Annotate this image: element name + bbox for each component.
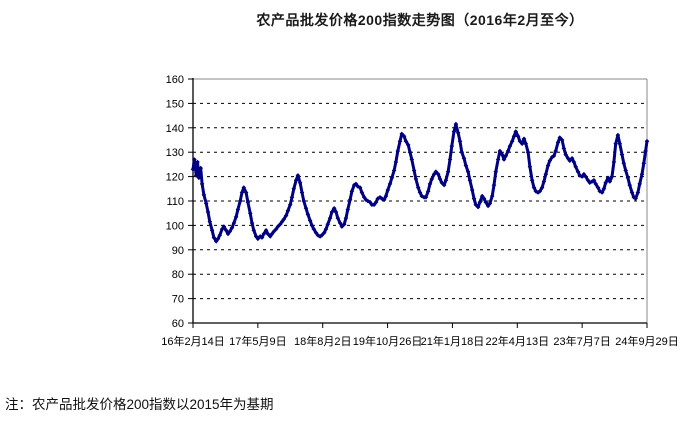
- x-tick-label-7: 24年9月29日: [615, 334, 679, 348]
- chart-title: 农产品批发价格200指数走势图（2016年2月至今）: [256, 12, 584, 28]
- y-tick-label-70: 70: [172, 294, 184, 306]
- y-tick-label-80: 80: [172, 269, 184, 281]
- y-tick-label-120: 120: [166, 172, 184, 184]
- y-tick-label-140: 140: [166, 123, 184, 135]
- y-tick-label-150: 150: [166, 98, 184, 110]
- x-tick-label-4: 21年1月18日: [421, 334, 485, 348]
- x-tick-label-2: 18年8月2日: [294, 334, 351, 348]
- index-line-series: [191, 122, 649, 243]
- x-tick-label-1: 17年5月9日: [229, 334, 286, 348]
- y-tick-label-60: 60: [172, 318, 184, 330]
- y-tick-label-90: 90: [172, 245, 184, 257]
- x-tick-label-6: 23年7月7日: [553, 334, 610, 348]
- y-tick-label-130: 130: [166, 147, 184, 159]
- x-tick-label-5: 22年4月13日: [485, 334, 549, 348]
- y-tick-label-110: 110: [166, 196, 184, 208]
- x-tick-label-3: 19年10月26日: [353, 334, 423, 348]
- x-tick-label-0: 16年2月14日: [161, 334, 225, 348]
- base-period-note: 注：农产品批发价格200指数以2015年为基期: [5, 397, 274, 412]
- y-tick-label-100: 100: [166, 220, 184, 232]
- y-tick-label-160: 160: [166, 74, 184, 86]
